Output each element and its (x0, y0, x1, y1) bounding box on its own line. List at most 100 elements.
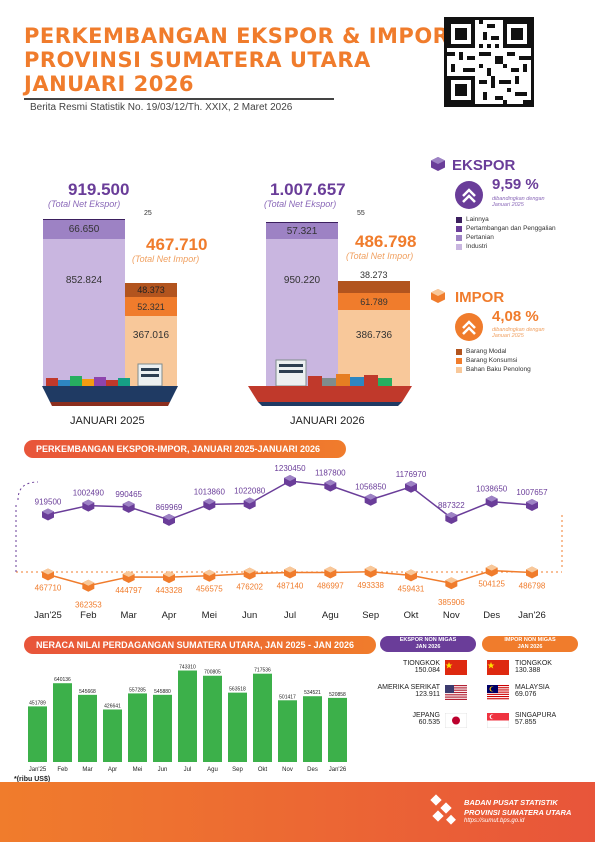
ekspor-data-label: 1038650 (476, 485, 508, 494)
balance-bar (328, 697, 347, 762)
ekspor-partner-2: AMERIKA SERIKAT 123.911 (368, 684, 441, 698)
ekspor-lainnya-2026: 55 (357, 210, 365, 217)
x-tick-label: Okt (404, 610, 419, 621)
impor-data-label: 467710 (35, 584, 62, 593)
impor-data-label: 456575 (196, 585, 223, 594)
japan-flag-icon (445, 713, 467, 728)
impor-konsumsi-bar-2025: 52.321 (125, 297, 177, 316)
title-line-1: PERKEMBANGAN EKSPOR & IMPOR (24, 24, 450, 48)
x-tick-label: Nov (443, 610, 460, 621)
impor-point (163, 571, 175, 578)
footer-url[interactable]: https://sumut.bps.go.id (464, 818, 525, 824)
partner-name: SINGAPURA (515, 712, 557, 719)
qr-code-icon (447, 20, 531, 104)
x-tick-label: Apr (162, 610, 177, 621)
ekspor-data-label: 1176970 (396, 470, 427, 479)
x-tick-label: Mar (120, 610, 136, 621)
impor-data-label: 487140 (277, 581, 304, 590)
x-tick-label: Apr (108, 767, 117, 773)
period-label-2026: JANUARI 2026 (290, 415, 365, 427)
impor-modal-value-2025: 48.373 (137, 285, 165, 295)
cube-orange-icon (431, 289, 445, 303)
ekspor-total-label-2026: (Total Net Ekspor) (264, 199, 337, 209)
balance-bar (153, 694, 172, 762)
balance-data-label: 501417 (279, 694, 296, 700)
x-tick-label: Mei (133, 767, 143, 773)
impor-point (405, 569, 417, 576)
malaysia-flag-icon (487, 685, 509, 700)
partner-name: JEPANG (412, 712, 441, 719)
ekspor-data-label: 1022080 (234, 486, 266, 495)
ekspor-change-note: dibandingkan dengan Januari 2025 (492, 196, 545, 208)
ekspor-partners-sub: JAN 2026 (415, 644, 441, 650)
impor-point (324, 566, 337, 573)
x-tick-label: Jun (158, 767, 168, 773)
impor-modal-value-2026: 38.273 (360, 270, 388, 280)
partner-value: 60.535 (418, 719, 440, 726)
title-line-3: JANUARI 2026 (24, 72, 195, 96)
impor-point (122, 570, 135, 577)
balance-data-label: 426641 (104, 703, 121, 709)
partner-name: TIONGKOK (403, 660, 440, 667)
ekspor-point (364, 493, 377, 500)
balance-data-label: 545880 (154, 689, 171, 695)
impor-change: 4,08 % (492, 308, 539, 325)
x-tick-label: Des (483, 610, 500, 621)
partner-name: MALAYSIA (515, 684, 550, 691)
impor-point (42, 568, 54, 575)
impor-konsumsi-value-2025: 52.321 (137, 301, 165, 312)
title-divider (24, 98, 334, 100)
impor-data-label: 476202 (236, 583, 263, 592)
balance-data-label: 545668 (79, 689, 96, 695)
qr-code[interactable] (444, 17, 534, 107)
partner-value: 123.911 (415, 691, 440, 698)
title-line-2: PROVINSI SUMATERA UTARA (24, 48, 371, 72)
balance-data-label: 563518 (229, 687, 246, 693)
ekspor-partners-header: EKSPOR NON MIGAS JAN 2026 (380, 636, 476, 652)
balance-bar (203, 675, 222, 762)
double-chevron-up-icon (455, 181, 483, 209)
usa-flag-icon (445, 685, 467, 700)
impor-partner-1: TIONGKOK 130.388 (515, 660, 552, 674)
page-title: PERKEMBANGAN EKSPOR & IMPOR PROVINSI SUM… (24, 24, 449, 96)
impor-konsumsi-bar-2026: 61.789 (338, 293, 410, 310)
impor-point (445, 577, 458, 584)
balance-data-label: 640136 (54, 677, 71, 683)
x-tick-label: Jan'25 (34, 610, 62, 621)
partner-value: 69.076 (515, 691, 537, 698)
ekspor-point (445, 511, 458, 518)
ekspor-industri-bar-2025: 852.824 (43, 239, 125, 389)
ekspor-point (405, 480, 417, 487)
balance-banner: NERACA NILAI PERDAGANGAN SUMATERA UTARA,… (24, 636, 376, 654)
ekspor-data-label: 869969 (156, 503, 183, 512)
partner-name: AMERIKA SERIKAT (377, 684, 441, 691)
balance-data-label: 557285 (129, 687, 146, 693)
x-tick-label: Sep (232, 767, 243, 773)
ekspor-partner-1: TIONGKOK 150.084 (380, 660, 440, 674)
legend-lainnya: Lainnya (456, 216, 556, 223)
ekspor-data-label: 887322 (438, 501, 465, 510)
partner-value: 150.084 (414, 667, 440, 674)
ekspor-data-label: 1013860 (194, 487, 226, 496)
bps-logo-icon (430, 794, 456, 825)
singapore-flag-icon (487, 713, 509, 728)
impor-data-label: 362353 (75, 601, 102, 610)
x-tick-label: Jun (242, 610, 257, 621)
ekspor-data-label: 1187800 (315, 469, 346, 478)
impor-data-label: 443328 (156, 586, 183, 595)
balance-bar (28, 706, 47, 762)
impor-total-label-2026: (Total Net Impor) (346, 251, 414, 261)
ekspor-pertanian-value-2025: 66.650 (68, 224, 100, 235)
impor-point (82, 579, 95, 586)
x-tick-label: Agu (322, 610, 339, 621)
x-tick-label: Jul (284, 610, 296, 621)
impor-bahan-baku-value-2026: 386.736 (355, 330, 393, 341)
impor-data-label: 459431 (398, 584, 425, 593)
impor-point (284, 566, 296, 573)
balance-bar (228, 692, 247, 762)
impor-konsumsi-value-2026: 61.789 (360, 296, 388, 307)
x-tick-label: Feb (80, 610, 96, 621)
ekspor-lainnya-bar-2025 (43, 219, 125, 220)
impor-point (526, 566, 538, 573)
ekspor-lainnya-bar-2026 (266, 222, 338, 223)
